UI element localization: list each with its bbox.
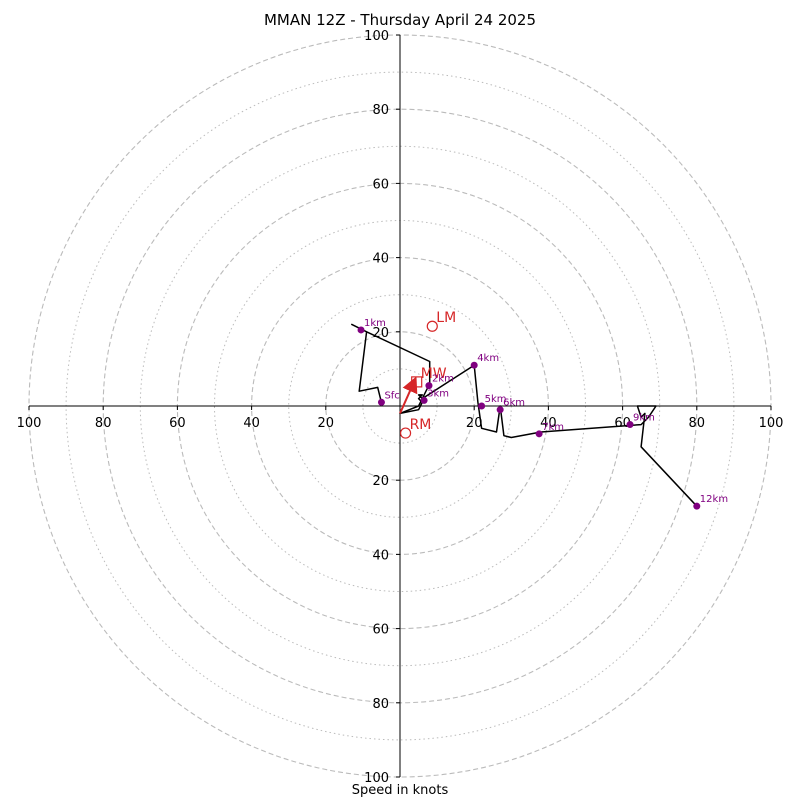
height-marker-9km	[626, 421, 634, 429]
height-label-3km: 3km	[427, 388, 449, 399]
chart-title: MMAN 12Z - Thursday April 24 2025	[263, 11, 537, 29]
storm-label-lm: LM	[436, 310, 456, 326]
y-tick-label-up-80: 80	[372, 103, 389, 118]
y-tick-label-down-80: 80	[372, 697, 389, 712]
height-marker-4km	[470, 361, 478, 369]
height-marker-6km	[496, 406, 504, 414]
height-label-4km: 4km	[477, 353, 499, 364]
height-marker-12km	[693, 502, 701, 510]
x-tick-label-left-100: 100	[17, 416, 42, 431]
y-tick-label-down-100: 100	[364, 771, 389, 786]
height-marker-5km	[478, 402, 486, 410]
height-label-7km: 7km	[542, 422, 564, 433]
height-label-2km: 2km	[432, 374, 454, 385]
storm-label-mw: MW	[421, 366, 447, 382]
storm-marker-mw	[411, 376, 423, 388]
height-marker-7km	[535, 430, 543, 438]
height-marker-2km	[425, 382, 433, 390]
y-tick-label-down-40: 40	[372, 548, 389, 563]
tick-labels: 2020202040404040606060608080808010010010…	[17, 29, 784, 786]
y-tick-label-up-60: 60	[372, 177, 389, 192]
height-label-5km: 5km	[485, 394, 507, 405]
x-tick-label-right-20: 20	[466, 416, 483, 431]
height-label-1km: 1km	[364, 318, 386, 329]
y-tick-label-down-60: 60	[372, 623, 389, 638]
height-marker-sfc	[377, 398, 385, 406]
storm-marker-lm	[426, 320, 438, 332]
storm-marker-rm	[399, 427, 412, 439]
storm-label-rm: RM	[410, 417, 432, 433]
height-label-9km: 9km	[633, 413, 655, 424]
storm-motion-arrow	[399, 376, 418, 414]
x-tick-label-right-60: 60	[614, 416, 631, 431]
y-tick-label-up-40: 40	[372, 252, 389, 267]
x-tick-label-left-80: 80	[95, 416, 112, 431]
y-tick-label-up-100: 100	[364, 29, 389, 44]
height-label-6km: 6km	[503, 398, 525, 409]
x-tick-label-left-40: 40	[243, 416, 260, 431]
x-axis-label: Speed in knots	[351, 783, 449, 798]
storm-motion-group: LM RM MW	[399, 310, 456, 439]
x-tick-label-right-40: 40	[540, 416, 557, 431]
height-label-sfc: Sfc	[384, 390, 399, 401]
axes	[28, 34, 772, 778]
y-tick-label-down-20: 20	[372, 474, 389, 489]
height-marker-1km	[357, 326, 365, 334]
height-label-12km: 12km	[700, 494, 728, 505]
height-marker-3km	[420, 396, 428, 404]
x-tick-label-left-20: 20	[318, 416, 335, 431]
x-tick-label-right-80: 80	[689, 416, 706, 431]
x-tick-label-right-100: 100	[759, 416, 784, 431]
x-tick-label-left-60: 60	[169, 416, 186, 431]
